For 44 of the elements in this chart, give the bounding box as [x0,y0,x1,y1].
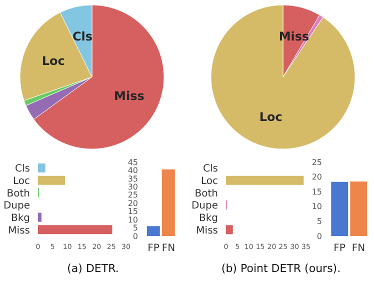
y-tick-label: 35 [128,174,138,184]
x-tick-label: FN [352,243,366,254]
y-tick-label: Dupe [3,200,30,212]
y-tick-label: Both [6,188,30,200]
y-tick-label: 45 [128,158,138,167]
y-tick-label: 20 [128,198,138,208]
y-tick-label: 40 [128,166,138,176]
bar [226,176,304,185]
x-tick-label: FP [334,243,346,254]
y-tick-label: Bkg [11,213,30,224]
text: (a) DETR. [66,262,120,275]
y-tick-label: Miss [196,225,218,236]
y-tick-label: 25 [312,158,322,167]
y-tick-label: Dupe [191,200,218,212]
y-tick-label: 0 [316,232,322,241]
y-tick-label: Cls [203,164,218,175]
y-tick-label: Loc [200,176,218,188]
slice-label: Loc [259,110,282,124]
y-tick-label: 10 [128,215,138,224]
y-tick-label: Loc [12,176,30,188]
y-tick-label: Bkg [199,213,218,224]
bar [38,176,65,185]
y-tick-label: 5 [316,217,322,226]
bar [226,225,233,234]
y-tick-label: 15 [128,207,138,216]
y-tick-label: Both [194,188,218,200]
bar [38,163,46,172]
y-tick-label: Cls [15,164,30,175]
pie-slice [210,4,356,150]
slice-label: Cls [72,29,93,44]
bar [38,212,42,222]
y-tick-label: 5 [132,224,138,233]
text: (b) Point DETR (ours). [220,262,342,275]
x-tick-label: FP [148,243,160,254]
bar [38,225,112,234]
y-tick-label: 30 [128,182,138,192]
y-tick-label: Miss [8,225,30,236]
y-tick-label: 15 [312,187,322,196]
x-tick-label: FN [162,243,176,254]
y-tick-label: 25 [128,190,138,200]
slice-label: Loc [42,54,65,68]
y-tick-label: 10 [312,202,322,212]
y-tick-label: 20 [312,172,322,182]
y-tick-label: 0 [132,232,138,241]
